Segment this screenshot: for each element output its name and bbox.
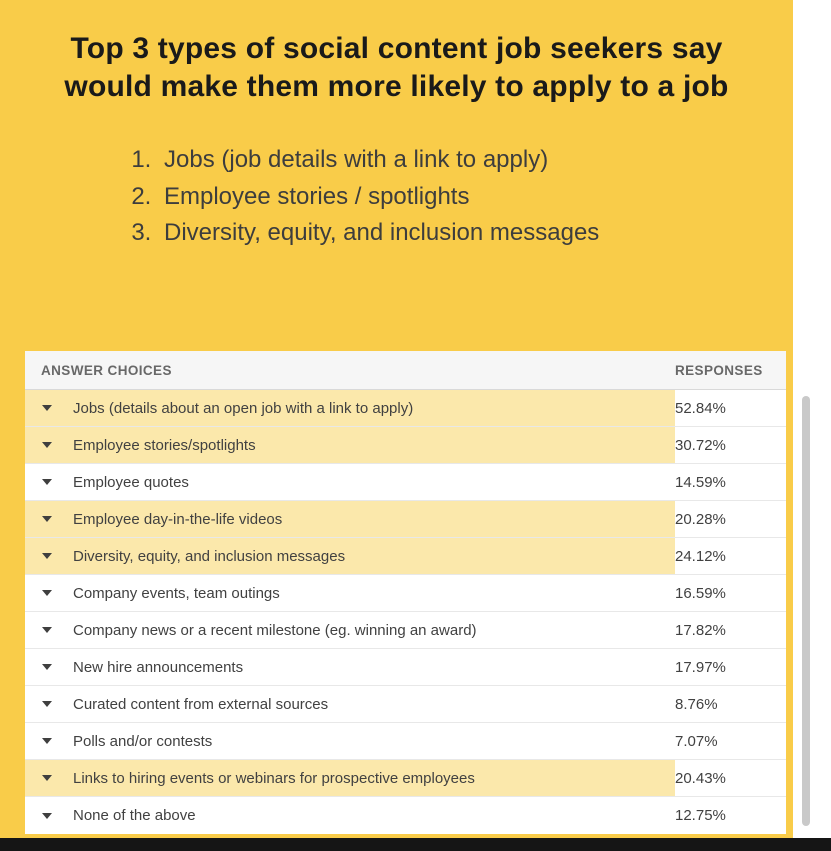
answer-cell: Jobs (details about an open job with a l… xyxy=(25,390,675,426)
answer-label: Jobs (details about an open job with a l… xyxy=(73,399,414,417)
response-value: 8.76% xyxy=(675,695,718,713)
response-value: 16.59% xyxy=(675,584,726,602)
answer-cell: Polls and/or contests xyxy=(25,723,675,759)
table-row: Employee stories/spotlights 30.72% xyxy=(25,427,786,464)
response-value: 12.75% xyxy=(675,807,726,824)
response-value: 52.84% xyxy=(675,399,726,417)
answer-cell: New hire announcements xyxy=(25,649,675,685)
table-row: Links to hiring events or webinars for p… xyxy=(25,760,786,797)
answer-label: Company news or a recent milestone (eg. … xyxy=(73,621,477,639)
expand-row-chevron-icon[interactable] xyxy=(42,442,52,448)
answer-cell: Company events, team outings xyxy=(25,575,675,611)
answer-cell: Links to hiring events or webinars for p… xyxy=(25,760,675,796)
expand-row-chevron-icon[interactable] xyxy=(42,590,52,596)
table-row: Curated content from external sources 8.… xyxy=(25,686,786,723)
expand-row-chevron-icon[interactable] xyxy=(42,479,52,485)
answer-label: None of the above xyxy=(73,807,196,824)
top3-list-item: Diversity, equity, and inclusion message… xyxy=(158,215,793,251)
table-row: Company news or a recent milestone (eg. … xyxy=(25,612,786,649)
answer-cell: Company news or a recent milestone (eg. … xyxy=(25,612,675,648)
answer-cell: Employee day-in-the-life videos xyxy=(25,501,675,537)
answer-label: Curated content from external sources xyxy=(73,695,329,713)
page-title: Top 3 types of social content job seeker… xyxy=(64,32,729,104)
expand-row-chevron-icon[interactable] xyxy=(42,405,52,411)
table-body: Jobs (details about an open job with a l… xyxy=(25,390,786,834)
expand-row-chevron-icon[interactable] xyxy=(42,701,52,707)
table-row: Polls and/or contests 7.07% xyxy=(25,723,786,760)
response-value: 14.59% xyxy=(675,473,726,491)
answer-cell: Curated content from external sources xyxy=(25,686,675,722)
expand-row-chevron-icon[interactable] xyxy=(42,516,52,522)
expand-row-chevron-icon[interactable] xyxy=(42,775,52,781)
response-value: 24.12% xyxy=(675,547,726,565)
answer-label: Links to hiring events or webinars for p… xyxy=(73,769,475,787)
expand-row-chevron-icon[interactable] xyxy=(42,738,52,744)
top3-list-item: Employee stories / spotlights xyxy=(158,179,793,215)
answer-label: Employee quotes xyxy=(73,473,189,491)
answer-cell: Diversity, equity, and inclusion message… xyxy=(25,538,675,574)
answer-cell: None of the above xyxy=(25,797,675,834)
answer-label: New hire announcements xyxy=(73,658,244,676)
answer-label: Employee stories/spotlights xyxy=(73,436,256,454)
table-row: Company events, team outings 16.59% xyxy=(25,575,786,612)
response-value: 20.28% xyxy=(675,510,726,528)
response-value: 30.72% xyxy=(675,436,726,454)
answer-cell: Employee quotes xyxy=(25,464,675,500)
table-row: Employee day-in-the-life videos 20.28% xyxy=(25,501,786,538)
answer-label: Company events, team outings xyxy=(73,584,280,602)
answer-label: Diversity, equity, and inclusion message… xyxy=(73,547,346,565)
top3-list: Jobs (job details with a link to apply)E… xyxy=(128,142,793,251)
answer-label: Employee day-in-the-life videos xyxy=(73,510,283,528)
expand-row-chevron-icon[interactable] xyxy=(42,812,52,819)
column-header-responses: RESPONSES xyxy=(675,362,763,378)
scrollbar-thumb[interactable] xyxy=(802,396,810,826)
response-value: 17.82% xyxy=(675,621,726,639)
column-header-answer-choices: ANSWER CHOICES xyxy=(41,362,172,378)
survey-results-table: ANSWER CHOICES RESPONSES Jobs (details a… xyxy=(25,351,786,834)
table-header-row: ANSWER CHOICES RESPONSES xyxy=(25,351,786,390)
table-row: Jobs (details about an open job with a l… xyxy=(25,390,786,427)
table-row: New hire announcements 17.97% xyxy=(25,649,786,686)
response-value: 17.97% xyxy=(675,658,726,676)
top3-list-item: Jobs (job details with a link to apply) xyxy=(158,142,793,178)
expand-row-chevron-icon[interactable] xyxy=(42,664,52,670)
response-value: 7.07% xyxy=(675,732,718,750)
table-row: Employee quotes 14.59% xyxy=(25,464,786,501)
table-row: Diversity, equity, and inclusion message… xyxy=(25,538,786,575)
infographic-panel: Top 3 types of social content job seeker… xyxy=(0,0,793,838)
table-row: None of the above 12.75% xyxy=(25,797,786,834)
response-value: 20.43% xyxy=(675,769,726,787)
scrollbar-track[interactable] xyxy=(793,0,831,838)
answer-cell: Employee stories/spotlights xyxy=(25,427,675,463)
answer-label: Polls and/or contests xyxy=(73,732,213,750)
expand-row-chevron-icon[interactable] xyxy=(42,553,52,559)
expand-row-chevron-icon[interactable] xyxy=(42,627,52,633)
bottom-bar xyxy=(0,838,831,851)
